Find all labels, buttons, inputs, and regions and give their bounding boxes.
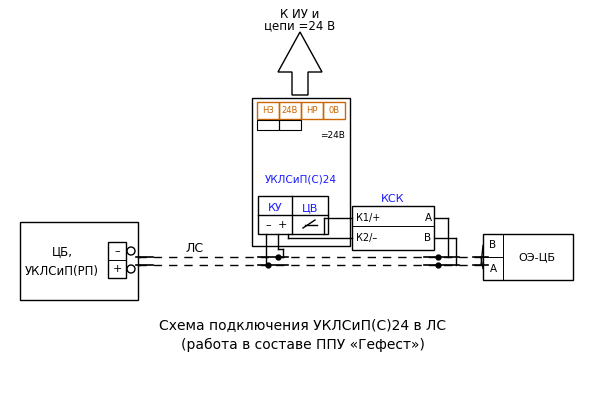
Text: КСК: КСК xyxy=(381,194,405,204)
Text: ЦБ,: ЦБ, xyxy=(52,246,72,258)
Bar xyxy=(258,196,328,234)
Text: цепи =24 В: цепи =24 В xyxy=(265,19,336,32)
Text: +: + xyxy=(112,264,121,274)
Text: ОЭ-ЦБ: ОЭ-ЦБ xyxy=(518,252,555,262)
Text: 24В: 24В xyxy=(282,106,298,115)
Text: К2/–: К2/– xyxy=(356,233,377,243)
Text: =24В: =24В xyxy=(320,130,345,139)
Bar xyxy=(323,102,345,119)
Text: НЗ: НЗ xyxy=(262,106,274,115)
Text: К1/+: К1/+ xyxy=(356,213,380,223)
Text: А: А xyxy=(489,263,497,273)
Text: 0В: 0В xyxy=(328,106,339,115)
Bar xyxy=(108,242,126,278)
Text: КУ: КУ xyxy=(268,203,282,213)
Bar xyxy=(257,120,279,130)
Bar xyxy=(20,222,138,300)
Bar xyxy=(483,234,573,280)
Text: –: – xyxy=(265,220,271,230)
Text: В: В xyxy=(424,233,432,243)
Text: НР: НР xyxy=(307,106,317,115)
Bar xyxy=(279,102,301,119)
Text: ЦВ: ЦВ xyxy=(302,203,318,213)
Text: Схема подключения УКЛСиП(С)24 в ЛС: Схема подключения УКЛСиП(С)24 в ЛС xyxy=(160,318,447,332)
Text: ЛС: ЛС xyxy=(186,241,204,254)
Bar xyxy=(352,206,434,250)
Text: УКЛСиП(РП): УКЛСиП(РП) xyxy=(25,265,99,278)
Text: В: В xyxy=(489,241,497,250)
Text: (работа в составе ППУ «Гефест»): (работа в составе ППУ «Гефест») xyxy=(181,338,425,352)
Bar xyxy=(301,102,323,119)
Bar xyxy=(279,120,301,130)
Bar xyxy=(252,98,350,246)
Bar xyxy=(257,102,279,119)
Text: УКЛСиП(С)24: УКЛСиП(С)24 xyxy=(265,175,337,185)
Text: –: – xyxy=(114,246,120,256)
Text: +: + xyxy=(277,220,287,230)
Text: А: А xyxy=(424,213,432,223)
Text: К ИУ и: К ИУ и xyxy=(280,8,320,21)
